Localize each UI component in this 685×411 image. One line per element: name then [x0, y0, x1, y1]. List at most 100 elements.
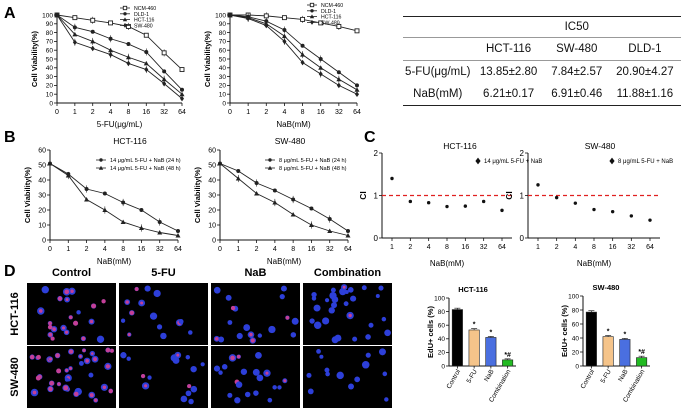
ic50-title: IC50	[472, 16, 681, 38]
nucleus	[120, 318, 126, 323]
ic50-col-sw480: SW-480	[544, 37, 609, 61]
bar	[502, 359, 514, 367]
legend-marker	[268, 158, 272, 162]
x-tick-label: 4	[573, 244, 577, 251]
nucleus	[227, 392, 233, 398]
x-tick-label: 2	[408, 244, 412, 251]
ic50-row-label-5fu: 5-FU(μg/mL)	[405, 66, 471, 78]
series-line	[56, 14, 183, 99]
x-tick-label: 8	[301, 109, 305, 116]
edu-signal	[129, 310, 135, 316]
data-point	[121, 200, 126, 205]
edu-signal	[63, 385, 69, 391]
nucleus	[255, 351, 262, 359]
legend-label: SW-480	[321, 20, 340, 26]
x-tick-label: 32	[627, 244, 635, 251]
ci-point	[610, 209, 615, 214]
x-tick-label: 1	[536, 244, 540, 251]
x-tick-label: 4	[273, 246, 277, 253]
nucleus	[343, 301, 349, 307]
legend-marker	[98, 165, 104, 170]
y-tick-label: 1	[520, 191, 525, 200]
data-point	[90, 38, 96, 44]
data-point	[143, 32, 149, 38]
y-tick-label: 20	[38, 207, 46, 214]
ci-point	[426, 201, 431, 205]
edu-signal	[70, 289, 74, 294]
y-tick-label: 60	[38, 147, 46, 154]
nucleus	[290, 332, 297, 338]
nucleus	[190, 385, 198, 393]
ci-point	[573, 201, 578, 205]
data-point	[228, 12, 232, 18]
y-tick-label: 20	[46, 83, 54, 90]
ic50-cell: 11.88±1.16	[608, 83, 681, 106]
nucleus	[213, 286, 221, 294]
bar	[451, 309, 463, 367]
x-tick-label: 16	[142, 109, 150, 116]
y-tick-label: 100	[568, 293, 579, 300]
edu-signal	[105, 364, 111, 369]
data-point	[346, 229, 350, 233]
data-point	[345, 233, 351, 238]
edu-signal	[102, 385, 107, 390]
data-point	[318, 65, 324, 70]
y-tick-label: 0	[441, 363, 445, 370]
legend-marker	[123, 22, 127, 28]
edu-signal	[64, 289, 70, 295]
nucleus	[348, 383, 355, 390]
ci-point	[648, 218, 652, 222]
series-line	[229, 14, 358, 91]
data-point	[108, 36, 113, 41]
ci-point	[408, 199, 413, 204]
micrograph-col-label: Combination	[314, 267, 381, 279]
micrograph-image	[119, 346, 208, 408]
nucleus	[126, 356, 131, 361]
data-point	[327, 228, 333, 233]
y-tick-label: 100	[434, 295, 445, 302]
x-tick-label: 1	[390, 244, 394, 251]
x-tick-label: 32	[160, 109, 168, 116]
y-tick-label: 50	[219, 56, 227, 63]
legend-marker	[99, 158, 103, 162]
edu-signal	[91, 303, 97, 309]
series-0	[54, 12, 185, 73]
nucleus	[178, 319, 184, 324]
y-tick-label: 100	[215, 12, 226, 19]
edu-signal	[82, 348, 86, 353]
bar	[636, 357, 648, 367]
edu-signal	[50, 336, 55, 341]
x-tick-label: 64	[646, 244, 654, 251]
data-point	[55, 12, 59, 18]
nucleus	[368, 322, 374, 328]
bar	[468, 329, 480, 367]
edu-signal	[134, 287, 139, 291]
edu-signal	[48, 332, 53, 337]
x-tick-label: 32	[480, 244, 488, 251]
data-point	[84, 197, 90, 202]
y-tick-label: 60	[46, 47, 54, 54]
y-tick-label: 50	[208, 162, 216, 169]
data-point	[281, 33, 287, 39]
x-tick-label: 2	[85, 246, 89, 253]
data-point	[236, 169, 241, 173]
nucleus	[381, 316, 387, 322]
nucleus	[361, 285, 367, 291]
x-tick-label: 1	[66, 246, 70, 253]
x-tick-label: 2	[91, 109, 95, 116]
nucleus	[330, 287, 336, 293]
data-point	[336, 82, 341, 89]
edu-signal	[187, 384, 192, 389]
chart-title: SW-480	[275, 136, 306, 146]
edu-signal	[101, 299, 106, 304]
legend-label: DLD-1	[134, 12, 149, 18]
data-point	[336, 70, 341, 75]
edu-signal	[68, 349, 74, 354]
edu-signal	[140, 301, 144, 305]
chart-title: HCT-116	[443, 141, 477, 151]
data-point	[180, 95, 184, 102]
ic50-row-label-nab: NaB(mM)	[403, 83, 473, 106]
ic50-col-dld1: DLD-1	[608, 37, 681, 61]
